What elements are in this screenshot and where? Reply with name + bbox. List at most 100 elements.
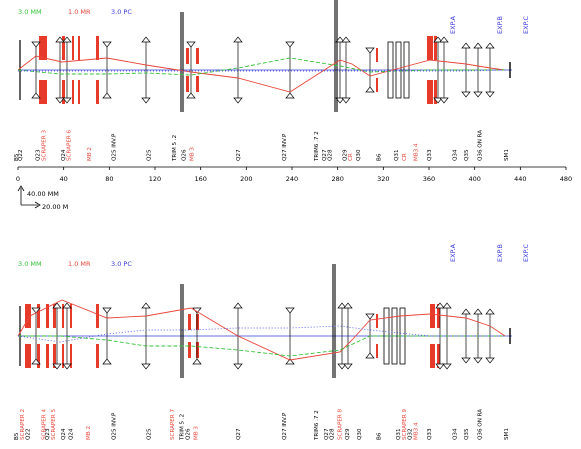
quadrupole-lower-jaw — [485, 91, 495, 98]
quadrupole-upper-jaw — [31, 307, 41, 314]
quadrupole-lower-jaw — [192, 358, 202, 365]
element-label: SCRAPER 5 — [51, 408, 57, 440]
magnet-block-upper — [376, 314, 378, 328]
quadrupole-lower-jaw — [461, 357, 471, 364]
quadrupole-lower-jaw — [102, 358, 112, 365]
element-label: CR — [402, 153, 408, 161]
quadrupole-lower-jaw — [442, 363, 452, 370]
element-label: Q33 — [427, 149, 433, 161]
element-label: SCRAPER 4 — [41, 408, 47, 440]
element-label: Q34 — [452, 428, 458, 440]
magnet-block-upper — [186, 48, 189, 64]
s-axis-tick-label: 240 — [286, 175, 298, 183]
magnet-block-lower — [62, 80, 65, 104]
element-label: Q33 — [427, 428, 433, 440]
quadrupole-upper-jaw — [337, 302, 347, 309]
experiment-label: EXP.B — [496, 16, 504, 34]
top-beamline-elements — [18, 0, 512, 112]
magnet-block-lower — [72, 80, 74, 104]
magnet-block-upper — [376, 48, 378, 62]
bottom-trajectories — [17, 299, 506, 361]
element-label: MB 2 — [87, 147, 93, 161]
quadrupole-upper-jaw — [62, 302, 72, 309]
magnet-block-lower — [196, 342, 199, 358]
dipole-frame — [395, 41, 402, 99]
quadrupole-lower-jaw — [461, 91, 471, 98]
pc-trajectory — [18, 69, 506, 72]
s-axis-tick-label: 0 — [16, 175, 20, 183]
magnet-block-upper — [437, 304, 440, 328]
quadrupole-upper-jaw — [233, 36, 243, 43]
quadrupole-upper-jaw — [102, 307, 112, 314]
quadrupole-lower-jaw — [285, 358, 295, 365]
quadrupole-lower-jaw — [102, 92, 112, 99]
element-label: TRIM 5 .2 — [172, 135, 178, 162]
experiment-label: EXP.A — [449, 15, 457, 34]
experiment-label: EXP.B — [496, 244, 504, 262]
element-label: Q22 — [26, 428, 32, 440]
quadrupole-upper-jaw — [186, 41, 196, 48]
magnet-block-lower — [96, 80, 99, 104]
element-label: Q25 — [146, 149, 152, 161]
quadrupole-upper-jaw — [485, 308, 495, 315]
element-label: MB 3 — [189, 147, 195, 161]
element-label: Q26 — [185, 428, 191, 440]
element-label: B6 — [376, 432, 382, 440]
magnet-block-lower — [70, 344, 72, 368]
scale-horizontal-label: 20.00 M — [42, 203, 68, 211]
quadrupole-upper-jaw — [141, 36, 151, 43]
magnet-block-upper — [37, 304, 40, 328]
magnet-block-upper — [96, 304, 99, 328]
quadrupole-upper-jaw — [365, 313, 375, 320]
bottom-experiment-labels: EXP.A EXP.B EXP.C — [449, 243, 530, 262]
s-axis-tick-label: 320 — [377, 175, 389, 183]
element-label: SCRAPER 3 — [41, 129, 47, 161]
quadrupole-lower-jaw — [365, 86, 375, 93]
s-axis-tick-label: 440 — [514, 175, 526, 183]
magnet-block-upper — [196, 314, 199, 330]
element-label: Q22 — [18, 149, 24, 161]
element-label: CR — [348, 153, 354, 161]
quadrupole-lower-jaw — [341, 97, 351, 104]
s-axis-tick-label: 360 — [423, 175, 435, 183]
quadrupole-lower-jaw — [141, 363, 151, 370]
s-axis-tick-label: 480 — [560, 175, 572, 183]
quadrupole-upper-jaw — [433, 36, 443, 43]
element-label: Q27 — [324, 428, 330, 440]
experiment-label: EXP.C — [522, 15, 530, 34]
magnet-block-lower — [62, 344, 64, 368]
quadrupole-upper-jaw — [439, 36, 449, 43]
element-label: TRIM 5 .2 — [180, 414, 186, 441]
quadrupole-lower-jaw — [62, 363, 72, 370]
element-label: Q27 INV.P — [282, 412, 288, 440]
top-unit-mm-label: 3.0 MM — [18, 8, 42, 16]
quadrupole-lower-jaw — [31, 92, 41, 99]
bottom-beamline-elements — [18, 264, 512, 378]
magnet-block-upper — [46, 304, 49, 328]
element-label: B6 — [376, 153, 382, 161]
element-label: Q28 — [330, 428, 336, 440]
s-axis-tick-label: 40 — [60, 175, 68, 183]
magnet-block-lower — [37, 344, 40, 368]
quadrupole-lower-jaw — [337, 363, 347, 370]
magnet-block-upper — [25, 304, 31, 328]
quadrupole-lower-jaw — [473, 357, 483, 364]
element-label: Q29 — [345, 428, 351, 440]
magnet-block-lower — [25, 344, 31, 368]
quadrupole-upper-jaw — [55, 36, 65, 43]
magnet-block-upper — [434, 36, 437, 60]
element-label: Q31 — [396, 428, 402, 440]
magnet-block-lower — [434, 80, 437, 104]
element-label: SCRAPER 9 — [402, 408, 408, 440]
top-unit-pc-label: 3.0 PC — [111, 8, 132, 16]
quadrupole-lower-jaw — [485, 357, 495, 364]
quadrupole-lower-jaw — [186, 92, 196, 99]
quadrupole-lower-jaw — [31, 358, 41, 365]
quadrupole-upper-jaw — [461, 308, 471, 315]
element-label: MB3.4 — [413, 422, 419, 440]
quadrupole-upper-jaw — [435, 302, 445, 309]
s-axis-tick-label: 160 — [194, 175, 206, 183]
magnet-block-lower — [188, 342, 191, 358]
element-label: MB 3 — [193, 426, 199, 440]
